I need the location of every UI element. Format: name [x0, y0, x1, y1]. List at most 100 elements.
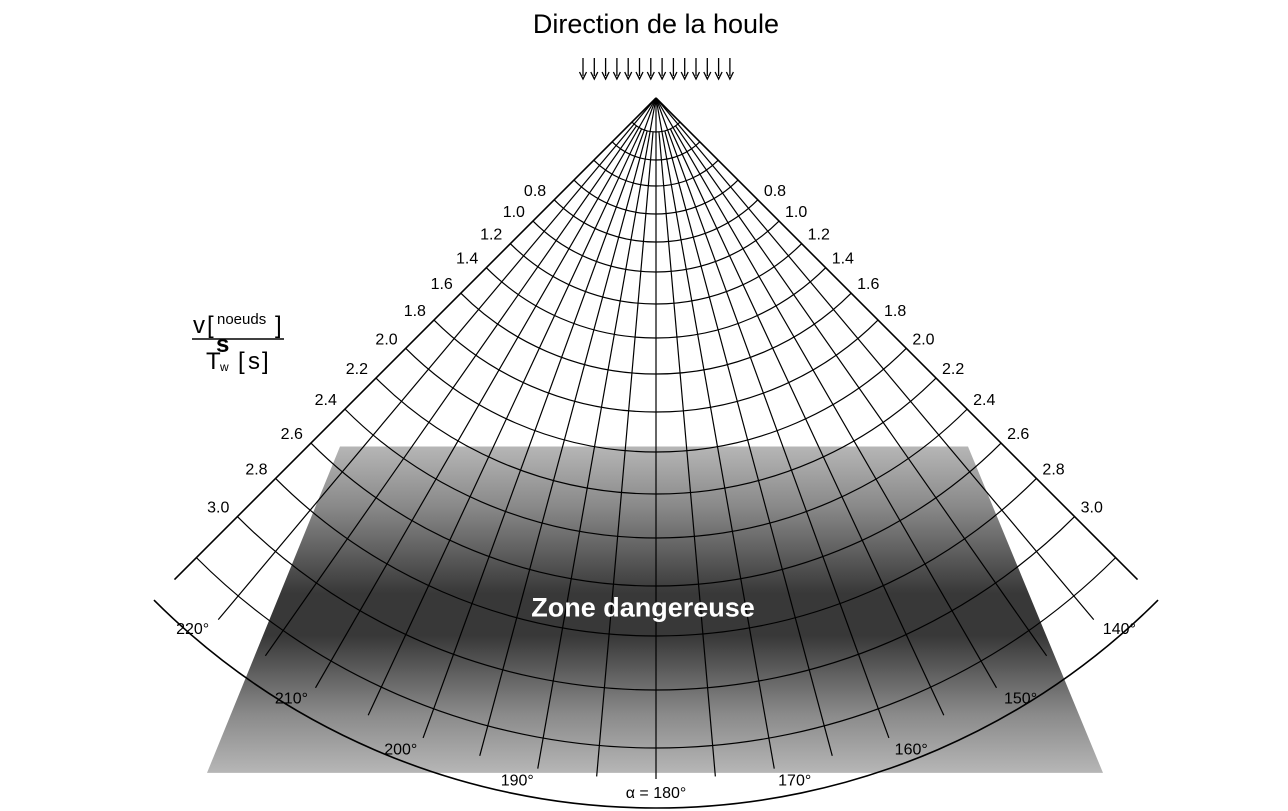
- grid-spoke: [596, 131, 654, 777]
- wave-arrow-head: [680, 71, 689, 81]
- axis-bracket-right-2: ]: [262, 348, 269, 375]
- ring-label-left: 3.0: [207, 500, 229, 517]
- wave-arrow-head: [703, 71, 712, 81]
- wave-arrow-head: [590, 71, 599, 81]
- wave-arrow-head: [578, 71, 588, 81]
- grid-spoke: [655, 97, 998, 689]
- angle-label: 140°: [1103, 621, 1136, 638]
- ring-label-right: 1.4: [832, 251, 854, 268]
- ring-label-left: 2.4: [315, 392, 337, 409]
- angle-label: 200°: [384, 741, 417, 758]
- grid-ring: [405, 347, 907, 453]
- wave-arrow-head: [635, 71, 644, 81]
- grid-spoke: [264, 125, 637, 657]
- grid-ring: [485, 267, 827, 339]
- grid-ring: [310, 442, 1002, 587]
- ring-label-right: 1.6: [857, 276, 879, 293]
- ring-label-left: 2.0: [375, 331, 397, 348]
- grid-ring: [236, 516, 1076, 691]
- grid-spoke: [537, 97, 657, 769]
- grid-spoke: [664, 130, 833, 756]
- axis-denominator-sub: w: [219, 360, 229, 374]
- angle-label: 190°: [501, 772, 534, 789]
- ring-label-left: 2.6: [281, 426, 303, 443]
- grid-ring: [553, 199, 759, 243]
- grid-ring: [573, 179, 739, 215]
- axis-bracket-right: ]: [275, 312, 282, 339]
- danger-zone-label: Zone dangereuse: [531, 593, 755, 623]
- ring-label-left: 2.2: [346, 361, 368, 378]
- grid-spoke: [655, 97, 775, 769]
- wave-direction-arrows-icon: [578, 58, 734, 81]
- ring-label-right: 3.0: [1081, 500, 1103, 517]
- ring-label-left: 1.2: [480, 227, 502, 244]
- ring-label-right: 1.2: [808, 227, 830, 244]
- ring-label-left: 1.0: [503, 204, 525, 221]
- angle-label: α = 180°: [626, 785, 687, 802]
- angle-label: 220°: [176, 621, 209, 638]
- grid-ring: [631, 121, 681, 133]
- grid-spoke: [367, 128, 643, 716]
- ring-label-right: 0.8: [764, 183, 786, 200]
- ring-labels: 0.8 0.81.0 1.01.2 1.21.4 1.41.6 1.61.8 1.82.0 2…: [176, 183, 1136, 802]
- grid-spoke: [479, 130, 648, 756]
- grid-ring: [460, 292, 852, 375]
- grid-ring: [344, 408, 968, 539]
- grid-ring: [433, 319, 879, 413]
- grid-ring: [509, 243, 803, 305]
- ring-label-right: 1.0: [785, 204, 807, 221]
- axis-stacked-s: s: [216, 331, 229, 358]
- axis-label: v [ noeuds ] T s w [ s ]: [192, 311, 284, 375]
- ring-label-left: 2.8: [245, 461, 267, 478]
- wave-arrow-head: [624, 71, 633, 81]
- ring-label-left: 0.8: [524, 183, 546, 200]
- ring-label-right: 2.8: [1042, 461, 1064, 478]
- wave-arrow-head: [714, 71, 723, 81]
- grid-spoke: [422, 97, 657, 739]
- grid-spoke: [658, 131, 716, 777]
- grid-ring: [275, 477, 1037, 637]
- axis-numerator-symbol: v: [193, 312, 205, 339]
- wave-arrow-head: [725, 71, 734, 81]
- grid-spoke: [173, 97, 657, 581]
- axis-numerator-unit: noeuds: [217, 311, 266, 328]
- danger-zone-band: [207, 446, 1103, 773]
- grid-ring: [195, 557, 1117, 749]
- grid-ring: [532, 220, 780, 273]
- ring-label-left: 1.8: [404, 303, 426, 320]
- ring-label-right: 2.2: [942, 361, 964, 378]
- angle-label: 160°: [895, 741, 928, 758]
- ring-label-right: 1.8: [884, 303, 906, 320]
- ring-label-right: 2.0: [912, 331, 934, 348]
- angle-label: 170°: [778, 772, 811, 789]
- axis-denominator-symbol: T: [206, 348, 221, 375]
- grid-spoke: [655, 97, 1095, 621]
- wave-arrow-head: [669, 71, 678, 81]
- angle-label: 210°: [275, 690, 308, 707]
- grid-spoke: [669, 128, 945, 716]
- ring-label-right: 2.4: [973, 392, 995, 409]
- polar-grid: [153, 97, 1159, 809]
- ring-label-left: 1.4: [456, 251, 478, 268]
- axis-denominator-unit: s: [248, 348, 260, 375]
- wave-arrow-head: [601, 71, 610, 81]
- grid-spoke: [314, 97, 657, 689]
- angle-label: 150°: [1004, 690, 1037, 707]
- wave-arrow-head: [646, 71, 655, 81]
- ring-label-left: 1.6: [431, 276, 453, 293]
- diagram-title: Direction de la houle: [533, 9, 779, 39]
- grid-spoke: [655, 97, 890, 739]
- wave-arrow-head: [612, 71, 621, 81]
- grid-spoke: [655, 97, 1139, 581]
- grid-ring: [153, 599, 1159, 809]
- wave-arrow-head: [658, 71, 667, 81]
- grid-spoke: [217, 97, 657, 621]
- grid-ring: [375, 377, 937, 495]
- wave-arrow-head: [691, 71, 701, 81]
- axis-bracket-left: [: [207, 312, 214, 339]
- ring-label-right: 2.6: [1007, 426, 1029, 443]
- grid-ring: [611, 141, 701, 161]
- grid-ring: [593, 159, 719, 187]
- grid-spoke: [675, 125, 1048, 657]
